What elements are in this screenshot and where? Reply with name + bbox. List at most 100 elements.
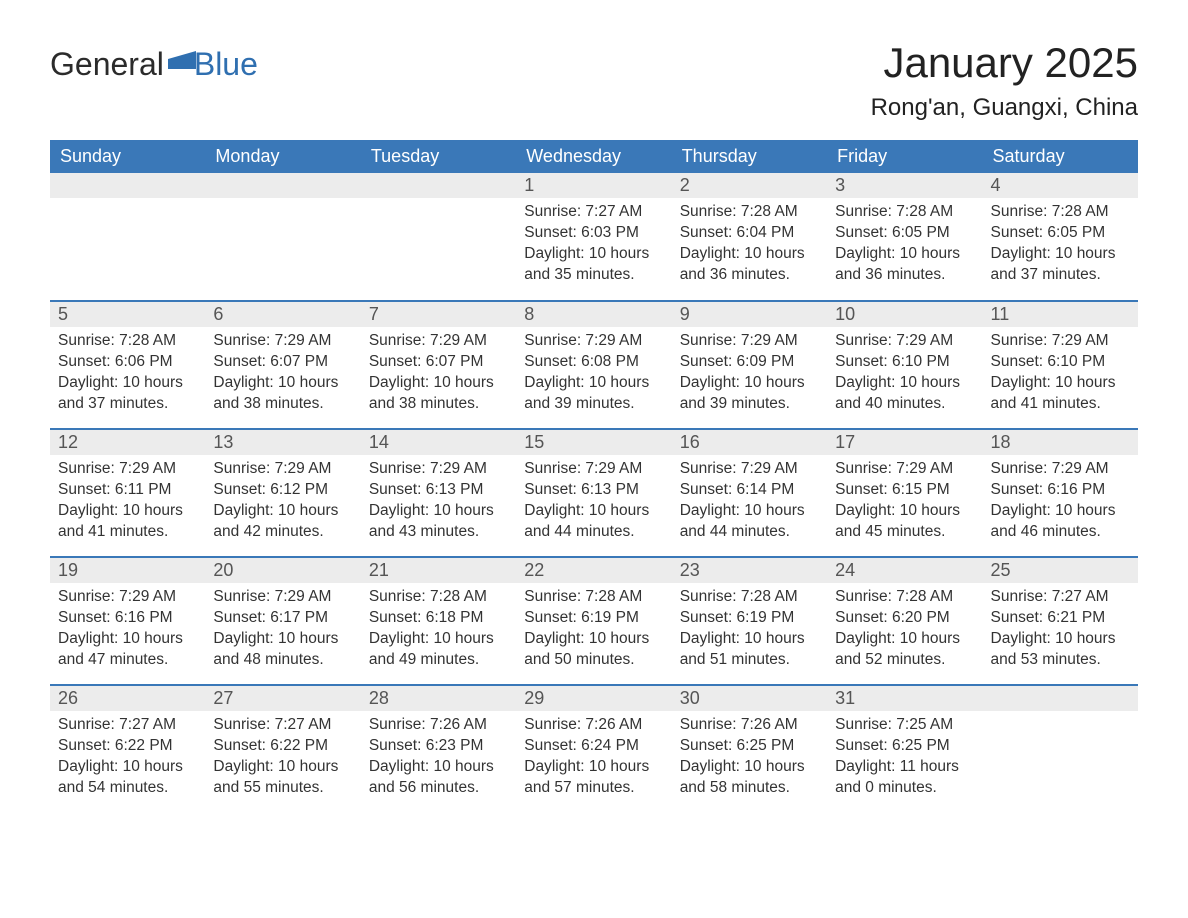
calendar-week: 26Sunrise: 7:27 AMSunset: 6:22 PMDayligh… <box>50 685 1138 813</box>
sunrise-line: Sunrise: 7:28 AM <box>58 331 197 352</box>
daylight-line: Daylight: 10 hours and 37 minutes. <box>58 373 197 415</box>
day-number: 22 <box>516 558 671 583</box>
day-number: 5 <box>50 302 205 327</box>
daylight-line: Daylight: 10 hours and 58 minutes. <box>680 757 819 799</box>
sunset-line: Sunset: 6:05 PM <box>991 223 1130 244</box>
day-number: 28 <box>361 686 516 711</box>
calendar-cell: 2Sunrise: 7:28 AMSunset: 6:04 PMDaylight… <box>672 173 827 301</box>
sunrise-line: Sunrise: 7:28 AM <box>835 587 974 608</box>
day-number-empty <box>50 173 205 198</box>
calendar-cell: 1Sunrise: 7:27 AMSunset: 6:03 PMDaylight… <box>516 173 671 301</box>
calendar-cell: 24Sunrise: 7:28 AMSunset: 6:20 PMDayligh… <box>827 557 982 685</box>
weekday-header: Wednesday <box>516 140 671 173</box>
sunset-line: Sunset: 6:08 PM <box>524 352 663 373</box>
calendar-cell: 11Sunrise: 7:29 AMSunset: 6:10 PMDayligh… <box>983 301 1138 429</box>
sunset-line: Sunset: 6:16 PM <box>58 608 197 629</box>
sunrise-line: Sunrise: 7:29 AM <box>835 459 974 480</box>
day-number: 31 <box>827 686 982 711</box>
calendar-cell: 25Sunrise: 7:27 AMSunset: 6:21 PMDayligh… <box>983 557 1138 685</box>
sunset-line: Sunset: 6:10 PM <box>835 352 974 373</box>
day-number: 8 <box>516 302 671 327</box>
day-details: Sunrise: 7:29 AMSunset: 6:10 PMDaylight:… <box>983 327 1138 421</box>
day-number: 13 <box>205 430 360 455</box>
sunrise-line: Sunrise: 7:29 AM <box>58 459 197 480</box>
day-details: Sunrise: 7:29 AMSunset: 6:13 PMDaylight:… <box>516 455 671 549</box>
sunrise-line: Sunrise: 7:29 AM <box>213 587 352 608</box>
sunrise-line: Sunrise: 7:29 AM <box>213 331 352 352</box>
day-details: Sunrise: 7:29 AMSunset: 6:07 PMDaylight:… <box>205 327 360 421</box>
daylight-line: Daylight: 10 hours and 56 minutes. <box>369 757 508 799</box>
daylight-line: Daylight: 11 hours and 0 minutes. <box>835 757 974 799</box>
month-title: January 2025 <box>871 40 1138 86</box>
day-number: 9 <box>672 302 827 327</box>
daylight-line: Daylight: 10 hours and 45 minutes. <box>835 501 974 543</box>
location-subtitle: Rong'an, Guangxi, China <box>871 94 1138 122</box>
calendar-week: 19Sunrise: 7:29 AMSunset: 6:16 PMDayligh… <box>50 557 1138 685</box>
calendar-cell: 8Sunrise: 7:29 AMSunset: 6:08 PMDaylight… <box>516 301 671 429</box>
day-number: 29 <box>516 686 671 711</box>
brand-word-2: Blue <box>194 46 258 83</box>
daylight-line: Daylight: 10 hours and 41 minutes. <box>58 501 197 543</box>
daylight-line: Daylight: 10 hours and 54 minutes. <box>58 757 197 799</box>
day-details: Sunrise: 7:26 AMSunset: 6:23 PMDaylight:… <box>361 711 516 805</box>
day-number: 26 <box>50 686 205 711</box>
day-number: 2 <box>672 173 827 198</box>
day-details: Sunrise: 7:29 AMSunset: 6:17 PMDaylight:… <box>205 583 360 677</box>
day-details: Sunrise: 7:26 AMSunset: 6:25 PMDaylight:… <box>672 711 827 805</box>
calendar-cell: 31Sunrise: 7:25 AMSunset: 6:25 PMDayligh… <box>827 685 982 813</box>
calendar-cell: 19Sunrise: 7:29 AMSunset: 6:16 PMDayligh… <box>50 557 205 685</box>
calendar-cell: 7Sunrise: 7:29 AMSunset: 6:07 PMDaylight… <box>361 301 516 429</box>
calendar-cell: 6Sunrise: 7:29 AMSunset: 6:07 PMDaylight… <box>205 301 360 429</box>
daylight-line: Daylight: 10 hours and 38 minutes. <box>213 373 352 415</box>
daylight-line: Daylight: 10 hours and 39 minutes. <box>680 373 819 415</box>
calendar-cell: 9Sunrise: 7:29 AMSunset: 6:09 PMDaylight… <box>672 301 827 429</box>
sunset-line: Sunset: 6:22 PM <box>58 736 197 757</box>
sunrise-line: Sunrise: 7:28 AM <box>680 587 819 608</box>
day-details: Sunrise: 7:28 AMSunset: 6:06 PMDaylight:… <box>50 327 205 421</box>
day-number: 11 <box>983 302 1138 327</box>
calendar-cell <box>205 173 360 301</box>
sunset-line: Sunset: 6:19 PM <box>524 608 663 629</box>
sunset-line: Sunset: 6:15 PM <box>835 480 974 501</box>
sunrise-line: Sunrise: 7:29 AM <box>524 331 663 352</box>
day-number: 21 <box>361 558 516 583</box>
sunrise-line: Sunrise: 7:29 AM <box>991 459 1130 480</box>
calendar-header: SundayMondayTuesdayWednesdayThursdayFrid… <box>50 140 1138 173</box>
sunset-line: Sunset: 6:16 PM <box>991 480 1130 501</box>
flag-icon <box>168 40 196 77</box>
calendar-week: 1Sunrise: 7:27 AMSunset: 6:03 PMDaylight… <box>50 173 1138 301</box>
daylight-line: Daylight: 10 hours and 41 minutes. <box>991 373 1130 415</box>
sunrise-line: Sunrise: 7:26 AM <box>524 715 663 736</box>
day-number: 18 <box>983 430 1138 455</box>
daylight-line: Daylight: 10 hours and 36 minutes. <box>680 244 819 286</box>
calendar-cell: 22Sunrise: 7:28 AMSunset: 6:19 PMDayligh… <box>516 557 671 685</box>
calendar-cell <box>983 685 1138 813</box>
sunrise-line: Sunrise: 7:28 AM <box>991 202 1130 223</box>
sunset-line: Sunset: 6:18 PM <box>369 608 508 629</box>
calendar-table: SundayMondayTuesdayWednesdayThursdayFrid… <box>50 140 1138 813</box>
sunset-line: Sunset: 6:12 PM <box>213 480 352 501</box>
sunrise-line: Sunrise: 7:29 AM <box>680 459 819 480</box>
daylight-line: Daylight: 10 hours and 37 minutes. <box>991 244 1130 286</box>
day-number: 6 <box>205 302 360 327</box>
sunrise-line: Sunrise: 7:26 AM <box>680 715 819 736</box>
daylight-line: Daylight: 10 hours and 44 minutes. <box>680 501 819 543</box>
sunset-line: Sunset: 6:21 PM <box>991 608 1130 629</box>
day-details: Sunrise: 7:28 AMSunset: 6:19 PMDaylight:… <box>672 583 827 677</box>
day-details: Sunrise: 7:28 AMSunset: 6:18 PMDaylight:… <box>361 583 516 677</box>
calendar-cell: 5Sunrise: 7:28 AMSunset: 6:06 PMDaylight… <box>50 301 205 429</box>
weekday-header: Monday <box>205 140 360 173</box>
day-number: 19 <box>50 558 205 583</box>
day-number: 14 <box>361 430 516 455</box>
sunset-line: Sunset: 6:05 PM <box>835 223 974 244</box>
sunset-line: Sunset: 6:20 PM <box>835 608 974 629</box>
day-details: Sunrise: 7:27 AMSunset: 6:03 PMDaylight:… <box>516 198 671 292</box>
day-number: 10 <box>827 302 982 327</box>
sunset-line: Sunset: 6:24 PM <box>524 736 663 757</box>
calendar-cell: 20Sunrise: 7:29 AMSunset: 6:17 PMDayligh… <box>205 557 360 685</box>
day-number-empty <box>205 173 360 198</box>
sunset-line: Sunset: 6:07 PM <box>213 352 352 373</box>
daylight-line: Daylight: 10 hours and 46 minutes. <box>991 501 1130 543</box>
calendar-cell <box>50 173 205 301</box>
sunset-line: Sunset: 6:13 PM <box>524 480 663 501</box>
